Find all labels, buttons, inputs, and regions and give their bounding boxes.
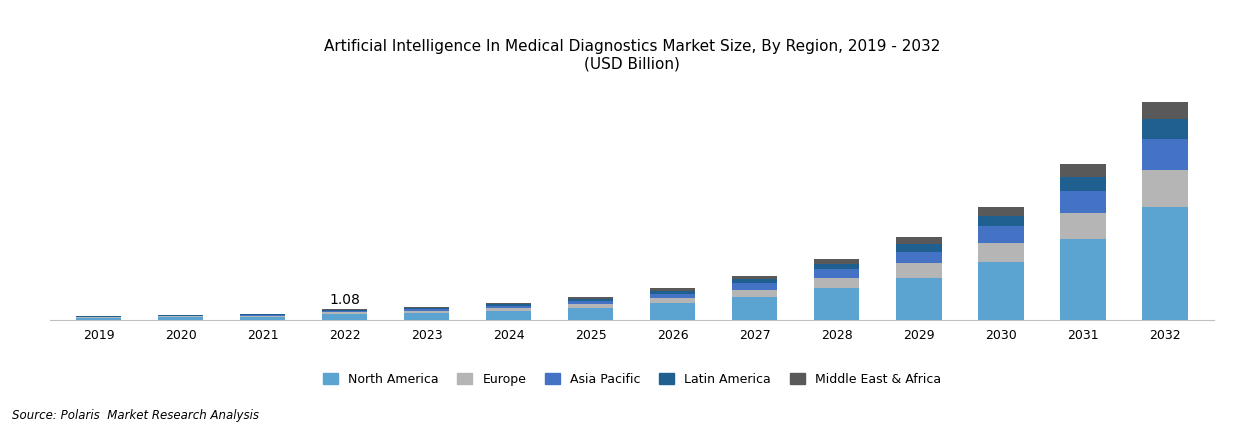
Bar [814,278,860,288]
Bar [322,313,368,314]
Bar [896,238,942,244]
Bar [404,308,450,309]
Bar [322,310,368,311]
Bar [732,297,778,320]
Bar [650,298,695,303]
Bar [569,301,613,304]
Bar [896,277,942,320]
Bar [650,294,695,298]
Bar [814,269,860,278]
Bar [486,308,532,311]
Bar [979,216,1023,227]
Bar [814,264,860,269]
Bar [732,290,778,297]
Bar [322,311,368,313]
Bar [404,309,450,311]
Bar [650,303,695,320]
Bar [1142,207,1187,320]
Bar [979,243,1023,262]
Bar [896,244,942,252]
Bar [979,207,1023,216]
Bar [404,311,450,313]
Bar [1142,170,1187,207]
Bar [732,283,778,290]
Bar [1142,101,1187,119]
Bar [240,314,285,315]
Bar [77,317,121,318]
Bar [1142,139,1187,170]
Bar [650,291,695,294]
Bar [979,227,1023,243]
Bar [240,317,285,320]
Bar [1142,119,1187,139]
Bar [569,299,613,301]
Bar [486,304,532,306]
Bar [404,313,450,320]
Bar [732,279,778,283]
Bar [240,315,285,316]
Bar [1061,164,1105,177]
Bar [322,309,368,310]
Bar [486,306,532,308]
Bar [814,288,860,320]
Bar [486,303,532,304]
Bar [896,263,942,277]
Bar [159,317,203,320]
Bar [77,318,121,320]
Bar [240,316,285,317]
Text: Source: Polaris  Market Research Analysis: Source: Polaris Market Research Analysis [12,409,259,422]
Bar [404,307,450,308]
Text: 1.08: 1.08 [330,294,361,308]
Bar [569,308,613,320]
Bar [159,316,203,317]
Bar [1061,177,1105,191]
Title: Artificial Intelligence In Medical Diagnostics Market Size, By Region, 2019 - 20: Artificial Intelligence In Medical Diagn… [323,39,940,72]
Bar [814,259,860,264]
Legend: North America, Europe, Asia Pacific, Latin America, Middle East & Africa: North America, Europe, Asia Pacific, Lat… [318,368,945,391]
Bar [486,311,532,320]
Bar [979,262,1023,320]
Bar [569,304,613,308]
Bar [1061,191,1105,213]
Bar [650,288,695,291]
Bar [732,276,778,279]
Bar [1061,239,1105,320]
Bar [322,314,368,320]
Bar [896,252,942,263]
Bar [569,297,613,299]
Bar [1061,213,1105,239]
